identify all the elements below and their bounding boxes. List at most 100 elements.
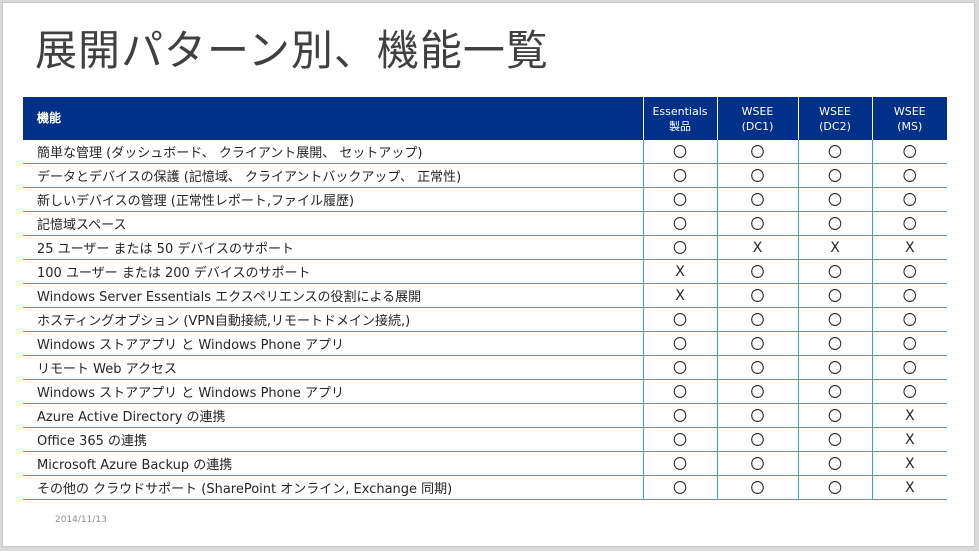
table-header-row: 機能 Essentials 製品 WSEE (DC1) WSEE (DC2) W… <box>23 97 947 140</box>
table-row: 簡単な管理 (ダッシュボード、 クライアント展開、 セットアップ) 〇 〇 〇 … <box>23 140 947 164</box>
support-mark: 〇 <box>871 355 947 380</box>
column-header-wsee-ms: WSEE (MS) <box>871 97 947 140</box>
support-mark: 〇 <box>716 331 798 356</box>
feature-cell: 100 ユーザー または 200 デバイスのサポート <box>23 259 643 284</box>
feature-cell: Windows ストアアプリ と Windows Phone アプリ <box>23 379 643 404</box>
support-mark: 〇 <box>642 379 717 404</box>
table-row: 100 ユーザー または 200 デバイスのサポート X 〇 〇 〇 <box>23 259 947 284</box>
column-header-line: WSEE <box>741 104 774 118</box>
feature-cell: Windows Server Essentials エクスペリエンスの役割による… <box>23 283 643 308</box>
table-row: Office 365 の連携 〇 〇 〇 X <box>23 427 947 452</box>
column-header-line: 製品 <box>669 119 691 133</box>
support-mark: 〇 <box>716 379 798 404</box>
support-mark: 〇 <box>871 140 947 164</box>
support-mark: 〇 <box>642 140 717 164</box>
support-mark: 〇 <box>797 283 872 308</box>
feature-cell: 25 ユーザー または 50 デバイスのサポート <box>23 235 643 260</box>
support-mark: 〇 <box>797 211 872 236</box>
column-header-essentials: Essentials 製品 <box>642 97 717 140</box>
slide-title: 展開パターン別、機能一覧 <box>35 26 549 75</box>
support-mark: 〇 <box>871 307 947 332</box>
support-mark: X <box>871 451 947 476</box>
feature-cell: データとデバイスの保護 (記憶域、 クライアントバックアップ、 正常性) <box>23 163 643 188</box>
support-mark: X <box>716 235 798 260</box>
support-mark: 〇 <box>716 355 798 380</box>
support-mark: 〇 <box>797 187 872 212</box>
feature-cell: Microsoft Azure Backup の連携 <box>23 451 643 476</box>
support-mark: 〇 <box>716 451 798 476</box>
support-mark: 〇 <box>642 187 717 212</box>
table-row: ホスティングオプション (VPN自動接続,リモートドメイン接続,) 〇 〇 〇 … <box>23 307 947 332</box>
table-row: Microsoft Azure Backup の連携 〇 〇 〇 X <box>23 451 947 476</box>
table-row: Windows Server Essentials エクスペリエンスの役割による… <box>23 283 947 308</box>
support-mark: 〇 <box>797 307 872 332</box>
table-row: 記憶域スペース 〇 〇 〇 〇 <box>23 211 947 236</box>
support-mark: 〇 <box>716 259 798 284</box>
support-mark: 〇 <box>797 403 872 428</box>
support-mark: X <box>642 283 717 308</box>
support-mark: 〇 <box>716 427 798 452</box>
support-mark: 〇 <box>797 163 872 188</box>
support-mark: 〇 <box>716 283 798 308</box>
table-row: リモート Web アクセス 〇 〇 〇 〇 <box>23 355 947 380</box>
feature-column-header: 機能 <box>23 97 643 140</box>
feature-cell: リモート Web アクセス <box>23 355 643 380</box>
support-mark: 〇 <box>642 235 717 260</box>
slide-date: 2014/11/13 <box>55 515 107 525</box>
support-mark: 〇 <box>871 259 947 284</box>
support-mark: 〇 <box>716 163 798 188</box>
column-header-line: (DC2) <box>819 119 851 133</box>
feature-cell: 記憶域スペース <box>23 211 643 236</box>
support-mark: 〇 <box>797 379 872 404</box>
table-row: Azure Active Directory の連携 〇 〇 〇 X <box>23 403 947 428</box>
support-mark: 〇 <box>797 140 872 164</box>
support-mark: 〇 <box>871 187 947 212</box>
table-row: 25 ユーザー または 50 デバイスのサポート 〇 X X X <box>23 235 947 260</box>
support-mark: 〇 <box>642 211 717 236</box>
column-header-line: WSEE <box>893 104 926 118</box>
column-header-line: WSEE <box>819 104 851 118</box>
support-mark: 〇 <box>642 475 717 500</box>
table-row: Windows ストアアプリ と Windows Phone アプリ 〇 〇 〇… <box>23 331 947 356</box>
support-mark: 〇 <box>797 451 872 476</box>
support-mark: X <box>871 235 947 260</box>
feature-cell: ホスティングオプション (VPN自動接続,リモートドメイン接続,) <box>23 307 643 332</box>
support-mark: 〇 <box>642 355 717 380</box>
table-row: その他の クラウドサポート (SharePoint オンライン, Exchang… <box>23 475 947 500</box>
column-header-wsee-dc1: WSEE (DC1) <box>716 97 798 140</box>
support-mark: 〇 <box>871 163 947 188</box>
support-mark: 〇 <box>871 331 947 356</box>
support-mark: 〇 <box>797 355 872 380</box>
support-mark: 〇 <box>716 475 798 500</box>
support-mark: X <box>797 235 872 260</box>
support-mark: 〇 <box>642 163 717 188</box>
table-row: Windows ストアアプリ と Windows Phone アプリ 〇 〇 〇… <box>23 379 947 404</box>
feature-cell: 簡単な管理 (ダッシュボード、 クライアント展開、 セットアップ) <box>23 140 643 164</box>
feature-cell: 新しいデバイスの管理 (正常性レポート,ファイル履歴) <box>23 187 643 212</box>
feature-cell: その他の クラウドサポート (SharePoint オンライン, Exchang… <box>23 475 643 500</box>
support-mark: 〇 <box>716 307 798 332</box>
support-mark: 〇 <box>871 379 947 404</box>
support-mark: 〇 <box>642 451 717 476</box>
support-mark: 〇 <box>797 331 872 356</box>
column-header-line: Essentials <box>652 104 708 118</box>
support-mark: X <box>871 427 947 452</box>
support-mark: X <box>642 259 717 284</box>
support-mark: 〇 <box>871 283 947 308</box>
feature-cell: Windows ストアアプリ と Windows Phone アプリ <box>23 331 643 356</box>
support-mark: 〇 <box>797 259 872 284</box>
support-mark: 〇 <box>716 211 798 236</box>
support-mark: 〇 <box>797 475 872 500</box>
column-header-line: (MS) <box>897 119 923 133</box>
support-mark: 〇 <box>716 140 798 164</box>
feature-table: 機能 Essentials 製品 WSEE (DC1) WSEE (DC2) W… <box>23 97 947 500</box>
column-header-line: (DC1) <box>741 119 774 133</box>
support-mark: 〇 <box>642 427 717 452</box>
support-mark: 〇 <box>642 331 717 356</box>
support-mark: 〇 <box>642 307 717 332</box>
table-row: データとデバイスの保護 (記憶域、 クライアントバックアップ、 正常性) 〇 〇… <box>23 163 947 188</box>
support-mark: 〇 <box>716 187 798 212</box>
column-header-wsee-dc2: WSEE (DC2) <box>797 97 872 140</box>
feature-cell: Office 365 の連携 <box>23 427 643 452</box>
